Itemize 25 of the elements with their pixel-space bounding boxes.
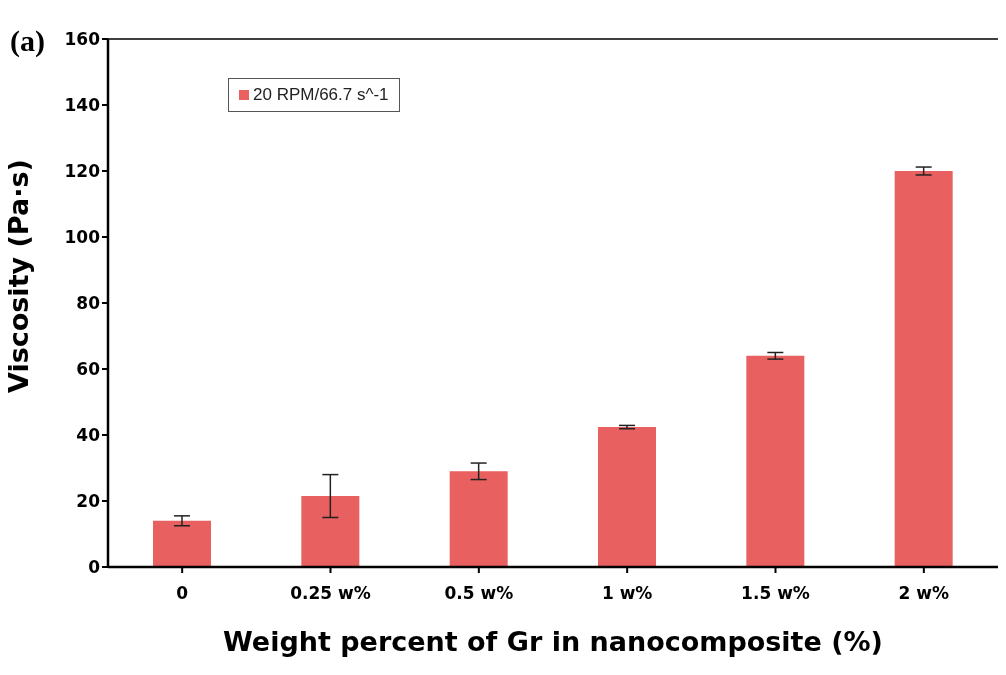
bar [894,171,953,567]
x-tick-label: 1 w% [601,583,653,604]
y-tick-label: 60 [76,359,101,380]
bar [746,355,805,567]
y-tick-label: 20 [76,491,101,512]
x-axis-title: Weight percent of Gr in nanocomposite (%) [223,626,883,657]
y-tick-label: 100 [64,227,101,248]
x-tick-label: 0.25 w% [290,583,371,604]
y-tick-label: 140 [64,95,101,116]
y-tick-label: 160 [64,29,101,50]
bar [153,520,211,567]
y-tick-label: 0 [88,557,101,578]
chart-title: (a) [10,24,45,58]
y-tick-label: 40 [76,425,101,446]
x-tick-label: 1.5 w% [741,583,810,604]
bar [449,471,508,567]
bar [301,496,360,567]
x-tick-label: 0 [176,583,189,604]
y-axis-title: Viscosity (Pa·s) [2,159,34,393]
x-tick-label: 2 w% [898,583,950,604]
y-tick-label: 120 [64,161,101,182]
bar [598,427,656,567]
x-tick-label: 0.5 w% [444,583,514,604]
y-tick-label: 80 [76,293,101,314]
legend-label: 20 RPM/66.7 s^-1 [252,85,389,105]
